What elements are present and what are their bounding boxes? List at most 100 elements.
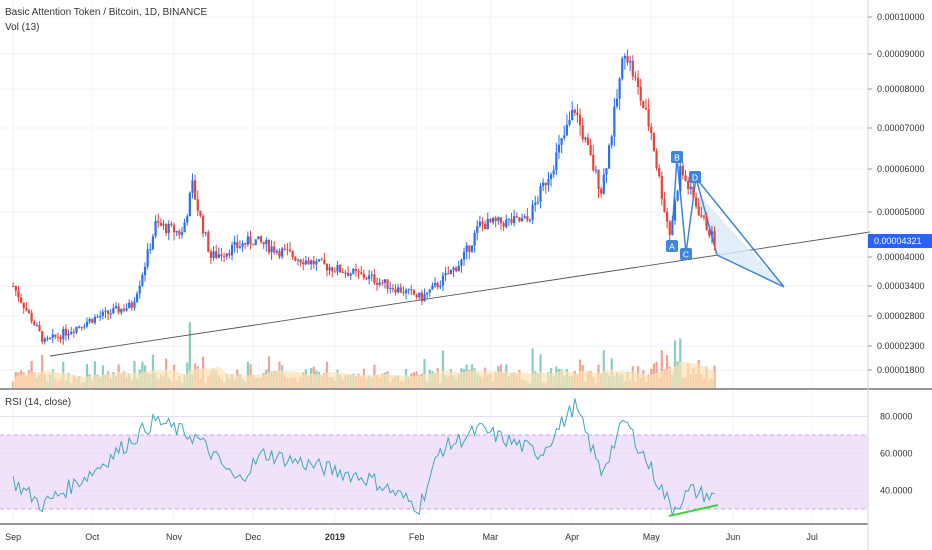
candle-body xyxy=(468,245,471,252)
candle-body xyxy=(473,232,476,246)
candle-body xyxy=(194,180,197,200)
candle-body xyxy=(455,267,458,272)
candle-body xyxy=(80,326,83,328)
candle-body xyxy=(315,261,318,265)
candle-body xyxy=(462,251,466,260)
candle-body xyxy=(547,179,550,186)
candle-body xyxy=(581,125,584,140)
candle-body xyxy=(629,60,632,63)
volume-legend: Vol (13) xyxy=(5,22,40,33)
candle-body xyxy=(705,216,708,230)
candle-body xyxy=(650,126,653,134)
candle-body xyxy=(310,260,313,265)
candle-body xyxy=(549,174,553,180)
rsi-tick-label: 80.0000 xyxy=(880,412,913,422)
candle-body xyxy=(594,169,597,171)
candle-body xyxy=(476,226,479,233)
candle-body xyxy=(278,250,281,257)
candle-body xyxy=(146,249,149,267)
price-tick-label: 0.00002800 xyxy=(877,311,925,321)
candle-body xyxy=(96,316,99,318)
candle-body xyxy=(613,106,616,137)
candle-body xyxy=(302,262,305,265)
candle-body xyxy=(320,259,323,261)
price-candles xyxy=(12,49,716,345)
candle-body xyxy=(291,251,294,258)
candle-body xyxy=(346,272,350,276)
candle-body xyxy=(623,55,626,59)
candle-body xyxy=(136,293,139,302)
candle-body xyxy=(48,337,52,339)
candle-body xyxy=(502,223,505,227)
candle-body xyxy=(452,267,455,270)
candle-body xyxy=(117,306,120,313)
candle-body xyxy=(241,243,244,247)
candle-body xyxy=(605,168,608,175)
candle-body xyxy=(415,294,418,298)
candle-body xyxy=(644,108,648,110)
price-tick-label: 0.00007000 xyxy=(877,123,925,133)
candle-body xyxy=(373,274,376,283)
candle-body xyxy=(209,251,213,258)
candle-body xyxy=(101,311,104,317)
candle-body xyxy=(172,225,176,233)
candle-body xyxy=(56,336,60,338)
candle-body xyxy=(689,186,692,190)
candle-body xyxy=(513,216,516,224)
candle-body xyxy=(25,308,28,311)
candle-body xyxy=(273,246,276,253)
volume-bar xyxy=(188,322,191,388)
candle-body xyxy=(515,216,518,218)
candle-body xyxy=(201,215,205,234)
candle-body xyxy=(457,265,460,272)
candle-body xyxy=(368,275,371,280)
candle-body xyxy=(167,223,170,234)
candle-body xyxy=(286,248,289,250)
grid-lines xyxy=(0,0,868,524)
candle-body xyxy=(333,271,336,273)
candle-body xyxy=(157,220,160,223)
candle-body xyxy=(560,137,563,145)
candle-body xyxy=(542,182,545,187)
candle-body xyxy=(254,239,257,246)
candle-body xyxy=(191,180,194,193)
candle-body xyxy=(634,76,637,78)
candle-body xyxy=(386,279,389,289)
candle-body xyxy=(710,231,714,236)
candle-body xyxy=(331,267,334,272)
candle-body xyxy=(112,308,115,314)
candle-body xyxy=(679,165,682,192)
svg-text:C: C xyxy=(683,250,689,260)
candle-body xyxy=(27,310,31,313)
volume-bar xyxy=(441,350,445,388)
time-tick-label: Oct xyxy=(85,532,100,542)
price-axis: 0.00010000 0.00009000 0.00008000 0.00007000… xyxy=(868,12,925,375)
candle-body xyxy=(341,272,344,274)
candle-body xyxy=(141,275,144,286)
time-tick-label: Apr xyxy=(565,532,579,542)
candle-body xyxy=(83,326,86,328)
candle-body xyxy=(431,285,434,290)
price-tick-label: 0.00008000 xyxy=(877,84,925,94)
candle-body xyxy=(660,176,663,200)
candle-body xyxy=(713,231,716,246)
candle-body xyxy=(143,266,147,276)
candle-body xyxy=(631,60,634,77)
candle-body xyxy=(339,264,342,273)
candle-body xyxy=(35,325,39,327)
candle-body xyxy=(499,217,503,224)
candle-body xyxy=(307,260,310,265)
candle-body xyxy=(43,338,46,342)
time-tick-label: Jun xyxy=(726,532,741,542)
candle-body xyxy=(199,210,202,216)
pattern-point-c xyxy=(680,248,692,260)
current-price-badge: 0.00004321 xyxy=(868,234,932,248)
candle-body xyxy=(573,109,576,113)
rsi-divergence-line xyxy=(668,504,719,517)
price-tick-label: 0.00002300 xyxy=(877,341,925,351)
candle-body xyxy=(444,273,447,276)
candle-body xyxy=(349,273,352,276)
candle-body xyxy=(304,260,307,265)
candle-body xyxy=(378,282,381,285)
